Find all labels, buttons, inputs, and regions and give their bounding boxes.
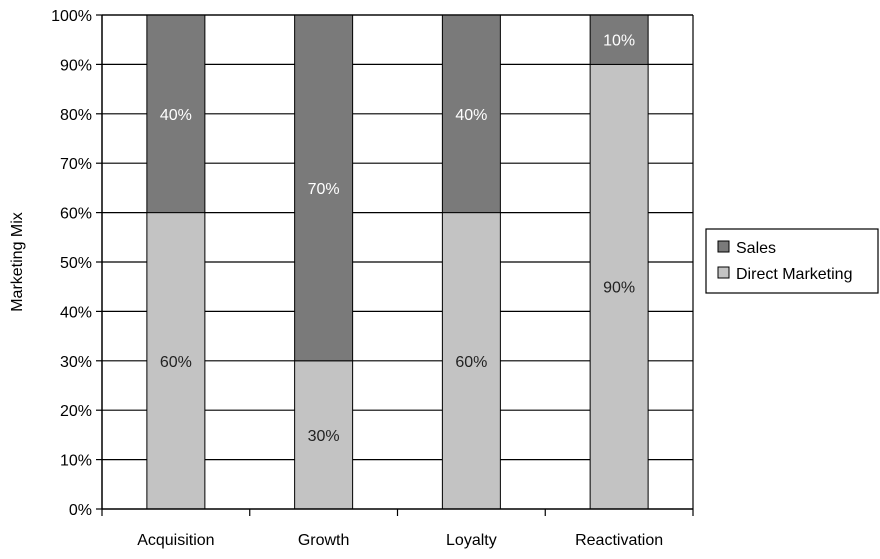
y-tick-label: 100% [51,8,92,25]
data-label-direct-marketing-acquisition: 60% [160,354,192,371]
y-tick-label: 30% [60,354,92,371]
y-axis-title: Marketing Mix [9,212,26,312]
legend-box [705,228,879,294]
y-tick-label: 0% [69,502,92,519]
bar-sales-reactivation [589,14,649,65]
bar-sales-loyalty [441,14,501,214]
bar-sales-growth [294,14,354,362]
y-tick-label: 10% [60,453,92,470]
legend-swatch-direct-marketing [717,266,730,279]
data-label-sales-growth: 70% [308,181,340,198]
x-tick-label-reactivation: Reactivation [575,532,663,549]
x-tick-label-growth: Growth [298,532,350,549]
data-label-sales-reactivation: 10% [603,33,635,50]
y-tick-label: 60% [60,206,92,223]
y-tick-label: 80% [60,107,92,124]
y-tick-label: 50% [60,255,92,272]
x-tick-label-loyalty: Loyalty [446,532,497,549]
legend-swatch-sales [717,240,730,253]
y-tick-label: 20% [60,403,92,420]
data-label-direct-marketing-loyalty: 60% [455,354,487,371]
data-label-sales-loyalty: 40% [455,107,487,124]
legend-label-sales: Sales [736,240,776,257]
data-label-direct-marketing-growth: 30% [308,428,340,445]
x-tick-label-acquisition: Acquisition [137,532,214,549]
bar-direct-marketing-loyalty [441,212,501,510]
y-tick-label: 90% [60,57,92,74]
bar-sales-acquisition [146,14,206,214]
data-label-sales-acquisition: 40% [160,107,192,124]
bar-direct-marketing-reactivation [589,63,649,510]
y-tick-label: 70% [60,156,92,173]
y-tick-label: 40% [60,304,92,321]
legend-label-direct-marketing: Direct Marketing [736,266,852,283]
data-label-direct-marketing-reactivation: 90% [603,280,635,297]
